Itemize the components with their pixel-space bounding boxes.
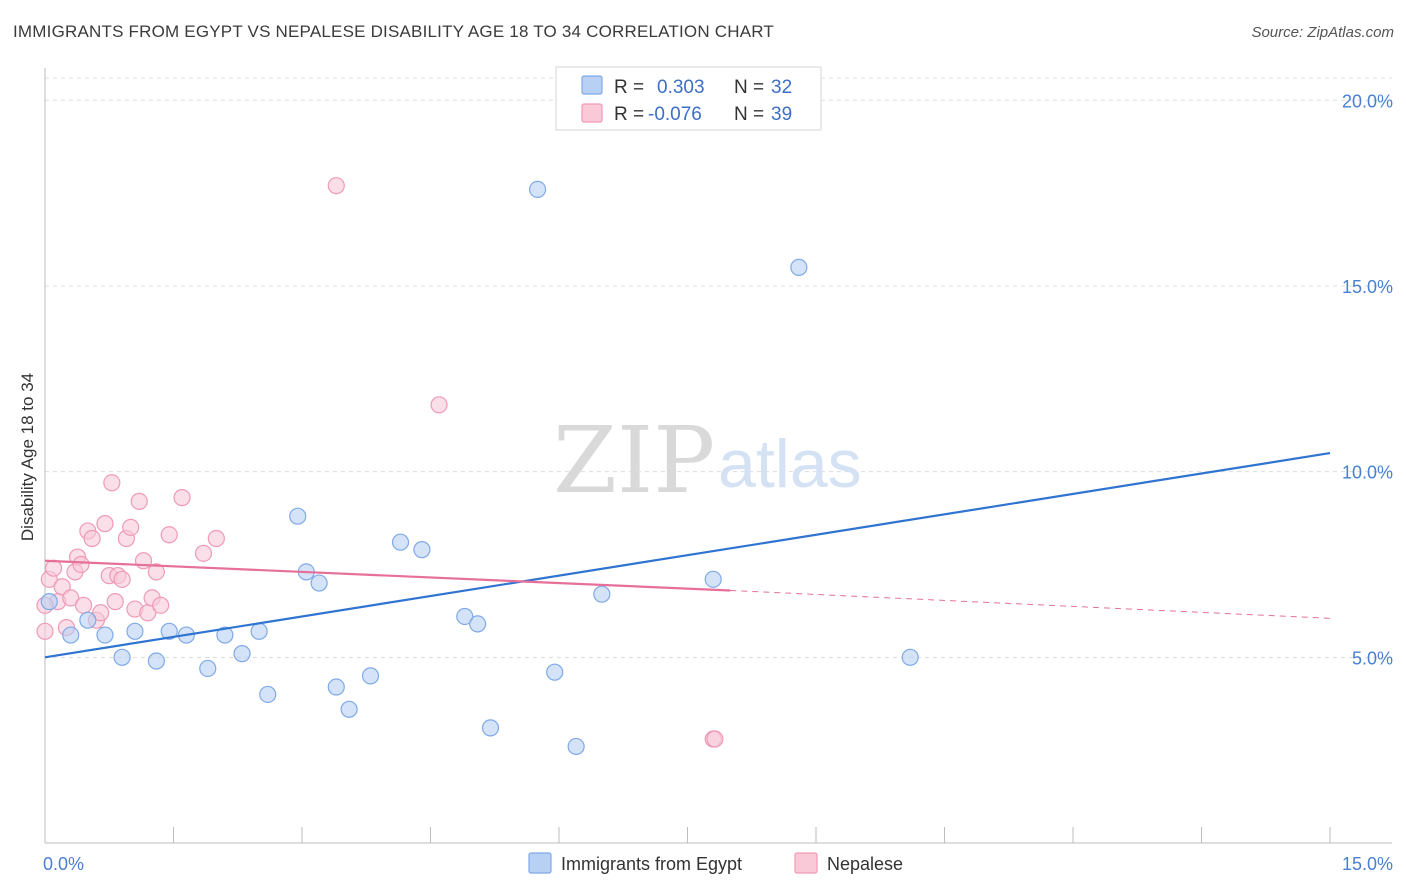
x-tick-label: 0.0% bbox=[43, 854, 84, 874]
nepalese-point bbox=[74, 596, 93, 614]
nepalese-point bbox=[122, 518, 140, 536]
legend-n-value-nepalese: 39 bbox=[771, 104, 792, 125]
nepalese-point bbox=[152, 596, 170, 614]
egypt-point bbox=[259, 685, 277, 704]
y-tick-label: 5.0% bbox=[1352, 648, 1393, 668]
source-label: Source: ZipAtlas.com bbox=[1251, 24, 1394, 41]
egypt-trend-line bbox=[44, 451, 1331, 659]
egypt-point bbox=[327, 678, 345, 696]
nepalese-point bbox=[173, 489, 191, 507]
egypt-point bbox=[546, 663, 564, 681]
egypt-point bbox=[62, 626, 80, 644]
egypt-point bbox=[126, 622, 144, 640]
trend-lines bbox=[44, 451, 1331, 659]
x-tick-label: 15.0% bbox=[1342, 854, 1393, 874]
egypt-point bbox=[528, 180, 547, 199]
legend-r-value-egypt: 0.303 bbox=[657, 77, 705, 98]
legend-swatch-egypt bbox=[581, 75, 603, 95]
nepalese-point bbox=[207, 529, 225, 548]
nepalese-point bbox=[96, 515, 114, 533]
egypt-point bbox=[250, 622, 268, 640]
egypt-point bbox=[79, 611, 97, 629]
nepalese-point bbox=[36, 622, 54, 640]
nepalese-point bbox=[147, 563, 165, 581]
bottom-legend-label-nepalese: Nepalese bbox=[827, 854, 903, 874]
y-tick-label: 20.0% bbox=[1342, 91, 1393, 111]
nepalese-point bbox=[430, 396, 448, 414]
y-tick-label: 15.0% bbox=[1342, 277, 1393, 297]
egypt-point bbox=[340, 700, 358, 718]
legend-r-label-nepalese: R = bbox=[614, 104, 644, 125]
egypt-point bbox=[310, 574, 328, 592]
nepalese-point bbox=[194, 544, 213, 562]
watermark: ZIP atlas bbox=[553, 407, 862, 514]
egypt-point bbox=[901, 648, 919, 666]
bottom-legend-swatch-egypt bbox=[528, 852, 552, 874]
egypt-point bbox=[147, 652, 165, 670]
nepalese-point bbox=[62, 589, 80, 607]
nepalese-point bbox=[130, 492, 148, 510]
legend-n-label-nepalese: N = bbox=[734, 104, 764, 125]
nepalese-point bbox=[92, 604, 110, 622]
data-points bbox=[36, 177, 919, 756]
nepalese-point bbox=[327, 177, 345, 195]
y-tick-label: 10.0% bbox=[1342, 463, 1393, 483]
egypt-point bbox=[704, 570, 722, 588]
axes: 5.0% 10.0% 15.0% 20.0% 0.0% 15.0% bbox=[43, 68, 1393, 874]
egypt-point bbox=[361, 667, 380, 685]
legend-r-label-egypt: R = bbox=[614, 77, 644, 98]
legend-n-value-egypt: 32 bbox=[771, 77, 792, 98]
egypt-point bbox=[593, 585, 611, 603]
egypt-point bbox=[391, 533, 410, 551]
nepalese-point bbox=[160, 526, 178, 544]
egypt-point bbox=[233, 645, 251, 663]
y-axis-label: Disability Age 18 to 34 bbox=[18, 373, 37, 541]
nepalese-point bbox=[706, 730, 724, 748]
series-legend: Immigrants from Egypt Nepalese bbox=[528, 852, 903, 874]
legend-n-label-egypt: N = bbox=[734, 77, 764, 98]
egypt-point bbox=[199, 659, 217, 678]
egypt-point bbox=[481, 719, 500, 737]
egypt-point bbox=[160, 622, 178, 640]
egypt-point bbox=[567, 737, 585, 756]
bottom-legend-swatch-nepalese bbox=[794, 852, 818, 874]
egypt-point bbox=[790, 258, 808, 276]
chart-title: IMMIGRANTS FROM EGYPT VS NEPALESE DISABI… bbox=[13, 22, 774, 41]
egypt-point bbox=[413, 541, 431, 559]
egypt-point bbox=[456, 607, 474, 626]
nepalese-trend-extension bbox=[730, 589, 1331, 619]
watermark-zip: ZIP bbox=[553, 407, 715, 514]
nepalese-point bbox=[106, 593, 124, 611]
legend-r-value-nepalese: -0.076 bbox=[648, 104, 702, 125]
legend-swatch-nepalese bbox=[581, 103, 603, 123]
nepalese-trend-line bbox=[44, 559, 731, 592]
nepalese-point bbox=[72, 555, 90, 574]
stats-legend: R = 0.303 N = 32 R = -0.076 N = 39 bbox=[555, 66, 822, 131]
egypt-point bbox=[113, 648, 131, 666]
egypt-point bbox=[96, 626, 114, 644]
nepalese-point bbox=[83, 529, 101, 548]
nepalese-point bbox=[44, 559, 63, 577]
egypt-point bbox=[216, 626, 234, 644]
egypt-point bbox=[469, 615, 487, 633]
nepalese-point bbox=[113, 570, 131, 588]
watermark-atlas: atlas bbox=[718, 426, 862, 502]
egypt-point bbox=[40, 593, 58, 611]
nepalese-point bbox=[103, 474, 121, 492]
egypt-point bbox=[289, 507, 307, 525]
bottom-legend-label-egypt: Immigrants from Egypt bbox=[561, 854, 742, 874]
